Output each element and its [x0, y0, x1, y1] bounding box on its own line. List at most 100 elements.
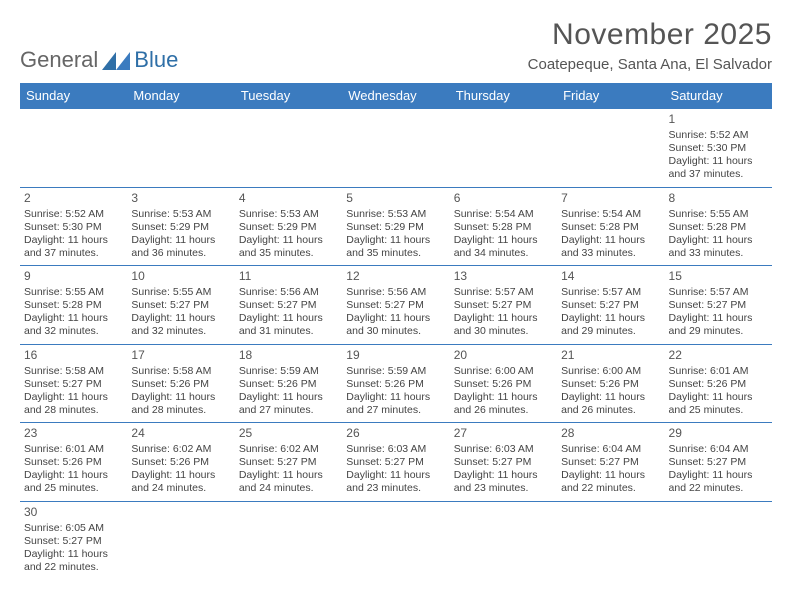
sunset-line: Sunset: 5:28 PM [24, 299, 123, 312]
day-cell: 13Sunrise: 5:57 AMSunset: 5:27 PMDayligh… [450, 266, 557, 345]
weekday-header: Friday [557, 83, 664, 109]
daylight-line: Daylight: 11 hours and 24 minutes. [131, 469, 230, 495]
day-number: 1 [669, 112, 768, 127]
sunrise-line: Sunrise: 6:05 AM [24, 522, 123, 535]
empty-cell [235, 109, 342, 188]
day-number: 25 [239, 426, 338, 441]
sunrise-line: Sunrise: 5:55 AM [131, 286, 230, 299]
day-number: 29 [669, 426, 768, 441]
sunset-line: Sunset: 5:27 PM [346, 456, 445, 469]
day-cell: 24Sunrise: 6:02 AMSunset: 5:26 PMDayligh… [127, 423, 234, 502]
brand-blue-text: Blue [134, 47, 178, 73]
day-number: 19 [346, 348, 445, 363]
header: General Blue November 2025 Coatepeque, S… [20, 18, 772, 73]
day-cell: 27Sunrise: 6:03 AMSunset: 5:27 PMDayligh… [450, 423, 557, 502]
daylight-line: Daylight: 11 hours and 31 minutes. [239, 312, 338, 338]
sunset-line: Sunset: 5:27 PM [131, 299, 230, 312]
day-number: 30 [24, 505, 123, 520]
day-number: 5 [346, 191, 445, 206]
calendar-row: 30Sunrise: 6:05 AMSunset: 5:27 PMDayligh… [20, 501, 772, 579]
day-cell: 4 Sunrise: 5:53 AMSunset: 5:29 PMDaylight… [235, 187, 342, 266]
sunset-line: Sunset: 5:27 PM [669, 456, 768, 469]
day-cell: 25Sunrise: 6:02 AMSunset: 5:27 PMDayligh… [235, 423, 342, 502]
daylight-line: Daylight: 11 hours and 26 minutes. [561, 391, 660, 417]
day-cell: 21Sunrise: 6:00 AMSunset: 5:26 PMDayligh… [557, 344, 664, 423]
sunset-line: Sunset: 5:26 PM [239, 378, 338, 391]
calendar-row: 9Sunrise: 5:55 AMSunset: 5:28 PMDaylight… [20, 266, 772, 345]
sunset-line: Sunset: 5:29 PM [239, 221, 338, 234]
day-cell: 28Sunrise: 6:04 AMSunset: 5:27 PMDayligh… [557, 423, 664, 502]
sunset-line: Sunset: 5:26 PM [131, 378, 230, 391]
daylight-line: Daylight: 11 hours and 28 minutes. [131, 391, 230, 417]
sunrise-line: Sunrise: 6:00 AM [561, 365, 660, 378]
day-number: 7 [561, 191, 660, 206]
empty-cell [450, 109, 557, 188]
empty-cell [557, 109, 664, 188]
daylight-line: Daylight: 11 hours and 27 minutes. [239, 391, 338, 417]
day-number: 28 [561, 426, 660, 441]
page-title: November 2025 [528, 18, 772, 52]
brand-general-text: General [20, 47, 98, 73]
sunrise-line: Sunrise: 6:03 AM [346, 443, 445, 456]
daylight-line: Daylight: 11 hours and 35 minutes. [239, 234, 338, 260]
sunrise-line: Sunrise: 5:55 AM [24, 286, 123, 299]
daylight-line: Daylight: 11 hours and 29 minutes. [669, 312, 768, 338]
day-cell: 30Sunrise: 6:05 AMSunset: 5:27 PMDayligh… [20, 501, 127, 579]
day-number: 17 [131, 348, 230, 363]
weekday-header: Monday [127, 83, 234, 109]
flag-icon [100, 47, 132, 73]
sunset-line: Sunset: 5:27 PM [454, 299, 553, 312]
daylight-line: Daylight: 11 hours and 30 minutes. [454, 312, 553, 338]
day-number: 3 [131, 191, 230, 206]
sunrise-line: Sunrise: 5:58 AM [131, 365, 230, 378]
daylight-line: Daylight: 11 hours and 33 minutes. [561, 234, 660, 260]
day-number: 14 [561, 269, 660, 284]
sunset-line: Sunset: 5:29 PM [346, 221, 445, 234]
weekday-header: Wednesday [342, 83, 449, 109]
sunrise-line: Sunrise: 6:02 AM [239, 443, 338, 456]
day-cell: 29Sunrise: 6:04 AMSunset: 5:27 PMDayligh… [665, 423, 772, 502]
sunrise-line: Sunrise: 6:04 AM [561, 443, 660, 456]
empty-cell [235, 501, 342, 579]
sunset-line: Sunset: 5:28 PM [561, 221, 660, 234]
day-cell: 26Sunrise: 6:03 AMSunset: 5:27 PMDayligh… [342, 423, 449, 502]
day-cell: 5Sunrise: 5:53 AMSunset: 5:29 PMDaylight… [342, 187, 449, 266]
day-cell: 3Sunrise: 5:53 AMSunset: 5:29 PMDaylight… [127, 187, 234, 266]
day-cell: 9Sunrise: 5:55 AMSunset: 5:28 PMDaylight… [20, 266, 127, 345]
daylight-line: Daylight: 11 hours and 22 minutes. [561, 469, 660, 495]
day-cell: 16Sunrise: 5:58 AMSunset: 5:27 PMDayligh… [20, 344, 127, 423]
sunrise-line: Sunrise: 5:54 AM [454, 208, 553, 221]
sunrise-line: Sunrise: 6:03 AM [454, 443, 553, 456]
weekday-header: Sunday [20, 83, 127, 109]
day-cell: 18Sunrise: 5:59 AMSunset: 5:26 PMDayligh… [235, 344, 342, 423]
daylight-line: Daylight: 11 hours and 22 minutes. [24, 548, 123, 574]
sunset-line: Sunset: 5:27 PM [24, 378, 123, 391]
empty-cell [557, 501, 664, 579]
day-cell: 1Sunrise: 5:52 AMSunset: 5:30 PMDaylight… [665, 109, 772, 188]
weekday-header-row: SundayMondayTuesdayWednesdayThursdayFrid… [20, 83, 772, 109]
empty-cell [665, 501, 772, 579]
day-cell: 22Sunrise: 6:01 AMSunset: 5:26 PMDayligh… [665, 344, 772, 423]
empty-cell [342, 109, 449, 188]
day-number: 6 [454, 191, 553, 206]
day-number: 2 [24, 191, 123, 206]
day-number: 12 [346, 269, 445, 284]
sunrise-line: Sunrise: 5:53 AM [131, 208, 230, 221]
daylight-line: Daylight: 11 hours and 29 minutes. [561, 312, 660, 338]
sunset-line: Sunset: 5:29 PM [131, 221, 230, 234]
empty-cell [342, 501, 449, 579]
calendar-row: 2Sunrise: 5:52 AMSunset: 5:30 PMDaylight… [20, 187, 772, 266]
sunrise-line: Sunrise: 6:02 AM [131, 443, 230, 456]
day-cell: 6Sunrise: 5:54 AMSunset: 5:28 PMDaylight… [450, 187, 557, 266]
daylight-line: Daylight: 11 hours and 32 minutes. [24, 312, 123, 338]
day-cell: 19Sunrise: 5:59 AMSunset: 5:26 PMDayligh… [342, 344, 449, 423]
day-cell: 15Sunrise: 5:57 AMSunset: 5:27 PMDayligh… [665, 266, 772, 345]
day-number: 16 [24, 348, 123, 363]
day-number: 4 [239, 191, 338, 206]
sunrise-line: Sunrise: 5:53 AM [239, 208, 338, 221]
sunset-line: Sunset: 5:26 PM [454, 378, 553, 391]
empty-cell [450, 501, 557, 579]
daylight-line: Daylight: 11 hours and 34 minutes. [454, 234, 553, 260]
daylight-line: Daylight: 11 hours and 30 minutes. [346, 312, 445, 338]
day-number: 15 [669, 269, 768, 284]
